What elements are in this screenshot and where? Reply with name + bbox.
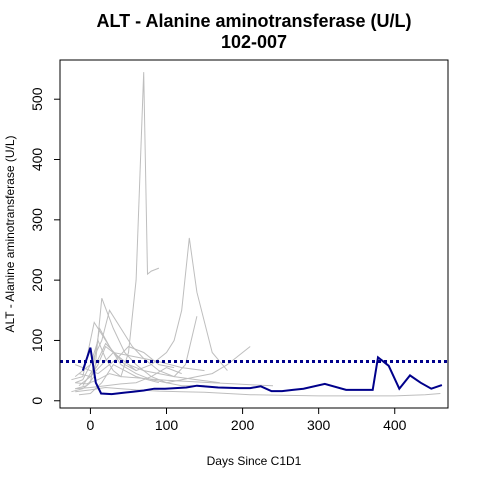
background-series-line-13 bbox=[78, 363, 160, 396]
background-series-line-10 bbox=[82, 342, 220, 386]
background-series-group bbox=[71, 72, 441, 397]
y-tick-label: 400 bbox=[29, 148, 45, 172]
highlight-series-line bbox=[81, 347, 443, 396]
background-series-line-3 bbox=[75, 298, 251, 390]
x-tick-label: 0 bbox=[87, 417, 95, 433]
background-series-line-11 bbox=[75, 386, 441, 397]
background-series-line-2 bbox=[78, 237, 228, 387]
x-tick-label: 400 bbox=[383, 417, 407, 433]
y-tick-label: 100 bbox=[29, 329, 45, 353]
background-series-line-12 bbox=[71, 321, 137, 381]
y-tick-label: 0 bbox=[29, 397, 45, 405]
x-axis-label: Days Since C1D1 bbox=[207, 454, 302, 468]
x-tick-label: 200 bbox=[231, 417, 255, 433]
x-axis: 0 100 200 300 400 bbox=[87, 407, 407, 433]
background-series-line-7 bbox=[75, 373, 274, 387]
highlight-series-group bbox=[81, 347, 443, 396]
chart-subtitle: 102-007 bbox=[221, 32, 287, 52]
x-tick-label: 300 bbox=[307, 417, 331, 433]
background-series-line-5 bbox=[71, 326, 205, 393]
y-axis: 0 100 200 300 400 500 bbox=[29, 87, 61, 405]
y-tick-label: 200 bbox=[29, 268, 45, 292]
background-series-line-9 bbox=[75, 367, 182, 390]
y-axis-label: ALT - Alanine aminotransferase (U/L) bbox=[3, 136, 17, 333]
y-tick-label: 300 bbox=[29, 208, 45, 232]
x-tick-label: 100 bbox=[155, 417, 179, 433]
chart-title: ALT - Alanine aminotransferase (U/L) bbox=[96, 11, 411, 31]
y-tick-label: 500 bbox=[29, 87, 45, 111]
